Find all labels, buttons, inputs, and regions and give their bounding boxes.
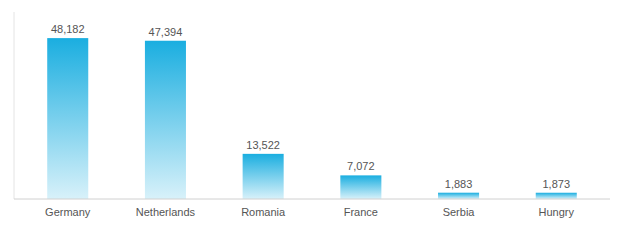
data-label: 7,072 [347, 160, 375, 172]
bar [243, 154, 284, 199]
x-tick-label: Hungry [539, 206, 575, 218]
bar [340, 175, 381, 199]
x-tick-label: Netherlands [136, 206, 196, 218]
data-label: 1,873 [542, 178, 570, 190]
x-tick-label: Germany [45, 206, 91, 218]
bar [536, 193, 577, 199]
y-axis-line [14, 12, 15, 199]
data-labels: 48,182 47,394 13,522 7,072 1,883 1,873 [51, 23, 570, 190]
plot: 48,182 47,394 13,522 7,072 1,883 1,873 Germany… [14, 12, 610, 218]
x-tick-label: France [344, 206, 378, 218]
bars [47, 38, 577, 199]
chart: 48,182 47,394 13,522 7,072 1,883 1,873 Germany… [0, 0, 624, 225]
bar [145, 41, 186, 199]
data-label: 48,182 [51, 23, 85, 35]
x-tick-label: Serbia [443, 206, 476, 218]
data-label: 1,883 [445, 178, 473, 190]
x-tick-label: Romania [241, 206, 286, 218]
chart-container: 48,182 47,394 13,522 7,072 1,883 1,873 Germany… [0, 0, 624, 225]
data-label: 47,394 [149, 26, 183, 38]
x-axis-line [14, 199, 610, 200]
data-label: 13,522 [246, 139, 280, 151]
bar [47, 38, 88, 199]
bar [438, 193, 479, 199]
x-tick-labels: Germany Netherlands Romania France Serbia Hun… [45, 206, 574, 218]
